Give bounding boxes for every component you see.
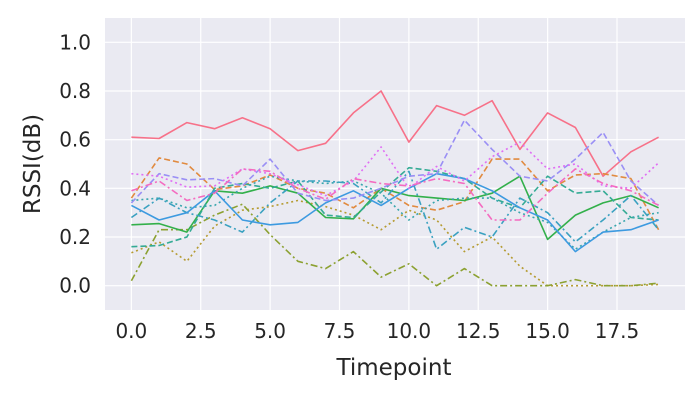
x-tick-label: 7.5 xyxy=(324,319,356,343)
x-tick-label: 5.0 xyxy=(254,319,286,343)
series-line-7 xyxy=(131,175,659,250)
series-line-12 xyxy=(131,168,659,221)
series-line-5 xyxy=(131,175,659,241)
series-line-9 xyxy=(131,172,659,253)
series-lines xyxy=(130,90,660,287)
series-line-10 xyxy=(130,119,660,207)
x-tick-label: 10.0 xyxy=(387,319,432,343)
series-line-6 xyxy=(131,166,659,248)
plot-area-background xyxy=(105,18,685,310)
series-line-4 xyxy=(130,203,659,287)
series-line-11 xyxy=(131,141,660,197)
x-tick-label: 12.5 xyxy=(456,319,501,343)
x-tick-label: 0.0 xyxy=(115,319,147,343)
series-line-2 xyxy=(130,157,660,231)
x-tick-label: 2.5 xyxy=(185,319,217,343)
series-line-1 xyxy=(131,90,659,177)
x-tick-labels: 0.0 2.5 5.0 7.5 10.0 12.5 15.0 17.5 xyxy=(115,319,639,343)
series-line-8 xyxy=(130,170,660,250)
x-tick-label: 17.5 xyxy=(595,319,640,343)
x-axis-label: Timepoint xyxy=(336,355,452,381)
y-tick-labels: 0.0 0.2 0.4 0.6 0.8 1.0 xyxy=(59,30,91,297)
y-tick-label: 0.4 xyxy=(59,176,91,200)
y-axis-label: RSSI(dB) xyxy=(20,114,46,214)
grid-lines xyxy=(105,18,685,310)
y-tick-label: 0.2 xyxy=(59,225,91,249)
y-tick-label: 0.0 xyxy=(59,274,91,298)
y-tick-label: 1.0 xyxy=(59,30,91,54)
y-tick-label: 0.8 xyxy=(59,79,91,103)
x-tick-label: 15.0 xyxy=(525,319,570,343)
y-tick-label: 0.6 xyxy=(59,128,91,152)
